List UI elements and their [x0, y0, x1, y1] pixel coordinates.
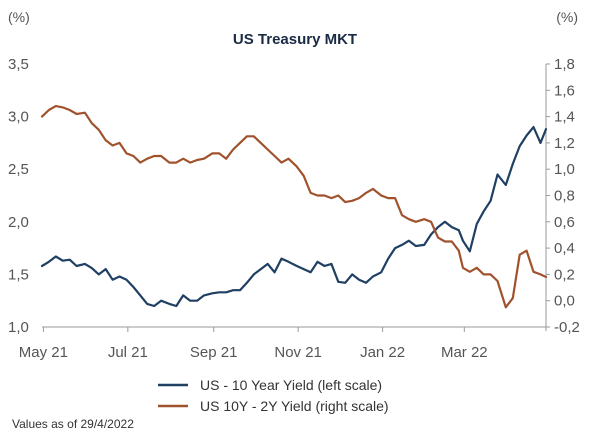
right-tick-label: 0,6	[554, 214, 575, 231]
right-tick-label: 1,4	[554, 109, 575, 126]
right-tick-label: 0,4	[554, 240, 575, 257]
legend-label-10y-2y: US 10Y - 2Y Yield (right scale)	[200, 398, 389, 414]
right-tick-label: 0,2	[554, 266, 575, 283]
footnote: Values as of 29/4/2022	[12, 417, 134, 431]
left-axis: 3,5 3,0 2,5 2,0 1,5 1,0	[8, 56, 29, 336]
left-tick-label: 2,0	[8, 214, 29, 231]
right-tick-label: -0,2	[554, 319, 580, 336]
x-tick-label: Nov 21	[274, 344, 322, 361]
x-tick-label: Mar 22	[441, 344, 488, 361]
x-tick-label: Sep 21	[190, 344, 238, 361]
right-tick-label: 1,0	[554, 161, 575, 178]
x-tick-label: Jul 21	[108, 344, 148, 361]
left-tick-label: 2,5	[8, 161, 29, 178]
right-axis: 1,8 1,6 1,4 1,2 1,0 0,8 0,6 0,4 0,2 0,0 -0,2	[545, 56, 580, 336]
x-axis: May 21 Jul 21 Sep 21 Nov 21 Jan 22 Mar 22	[19, 326, 546, 361]
left-tick-label: 3,0	[8, 109, 29, 126]
left-tick-label: 1,0	[8, 319, 29, 336]
chart-title: US Treasury MKT	[233, 31, 357, 48]
right-tick-label: 1,2	[554, 135, 575, 152]
right-tick-label: 1,8	[554, 56, 575, 73]
left-axis-unit: (%)	[8, 9, 30, 25]
series-line-10y-2y	[40, 104, 548, 309]
right-tick-label: 0,0	[554, 293, 575, 310]
legend: US - 10 Year Yield (left scale) US 10Y -…	[158, 377, 389, 414]
right-axis-unit: (%)	[556, 9, 578, 25]
series-group	[40, 104, 548, 309]
left-tick-label: 3,5	[8, 56, 29, 73]
right-tick-label: 1,6	[554, 82, 575, 99]
series-line-10y	[40, 125, 548, 308]
left-tick-label: 1,5	[8, 266, 29, 283]
x-tick-label: Jan 22	[360, 344, 405, 361]
x-tick-label: May 21	[19, 344, 68, 361]
legend-label-10y: US - 10 Year Yield (left scale)	[200, 377, 382, 393]
right-tick-label: 0,8	[554, 188, 575, 205]
